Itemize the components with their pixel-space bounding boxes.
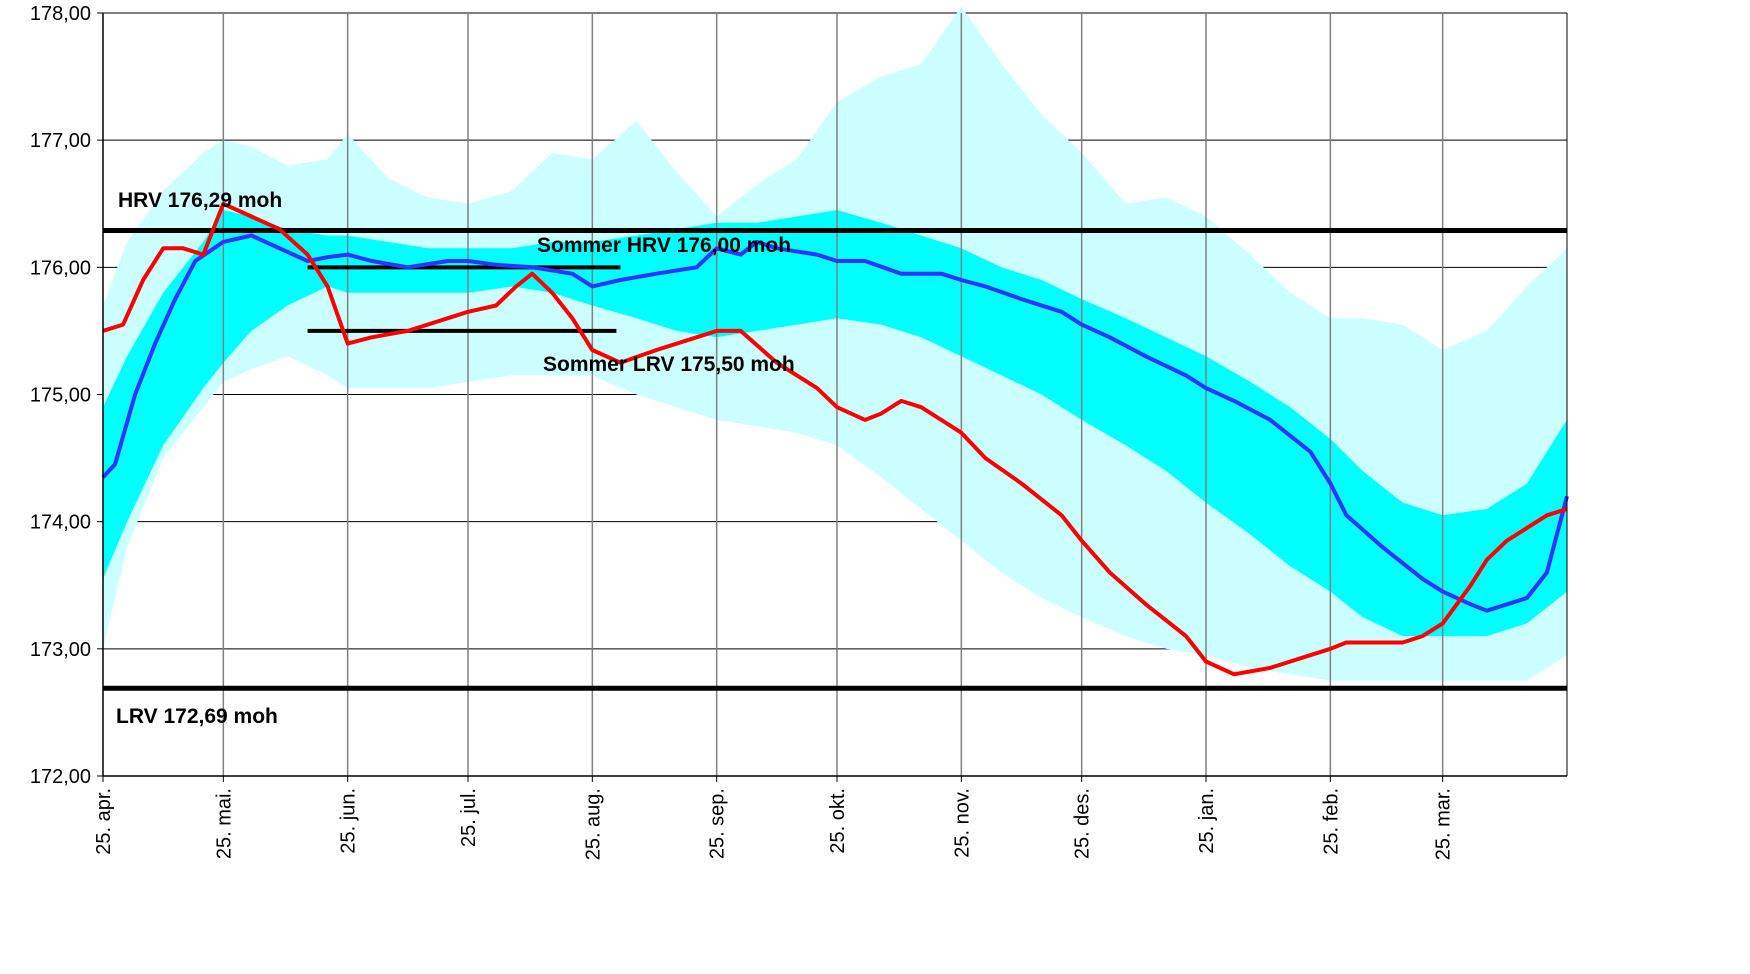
reference-label: Sommer LRV 175,50 moh [543,353,795,376]
x-tick-label: 25. apr. [93,788,115,855]
outer-percentile-band [103,6,1567,681]
y-tick-label: 176,00 [30,257,91,279]
y-tick-label: 174,00 [30,512,91,534]
median-line [101,233,1569,613]
y-tick-label: 172,00 [30,766,91,788]
x-tick-label: 25. okt. [827,788,849,854]
x-tick-label: 25. jul. [458,788,480,847]
y-tick-label: 178,00 [30,3,91,25]
reference-label: HRV 176,29 moh [118,189,282,212]
axes [97,12,1568,782]
x-tick-label: 25. des. [1072,788,1094,859]
x-tick-label: 25. aug. [582,788,604,860]
reference-labels: HRV 176,29 moh LRV 172,69 moh Sommer HRV 1… [116,189,795,728]
y-tick-labels: 172,00 173,00 174,00 175,00 176,00 177,00 178,… [30,3,91,788]
x-tick-label: 25. feb. [1320,788,1342,855]
vertical-gridlines [222,13,1444,776]
x-tick-label: 25. jan. [1196,788,1218,854]
x-tick-label: 25. jun. [338,788,360,854]
y-tick-label: 175,00 [30,385,91,407]
current-level-line [102,201,1568,677]
series-lines [101,201,1569,677]
x-tick-label: 25. mar. [1433,788,1455,860]
y-tick-label: 173,00 [30,639,91,661]
y-tick-label: 177,00 [30,130,91,152]
x-tick-label: 25. nov. [951,788,973,858]
reference-label: Sommer HRV 176,00 moh [537,234,791,257]
reference-lines [103,227,1567,691]
percentile-bands [103,6,1567,681]
reference-label: LRV 172,69 moh [116,705,278,728]
x-tick-label: 25. mai. [213,788,235,859]
x-tick-labels: 25. apr. 25. mai. 25. jun. 25. jul. 25. aug.… [93,788,1455,860]
x-tick-label: 25. sep. [707,788,729,859]
